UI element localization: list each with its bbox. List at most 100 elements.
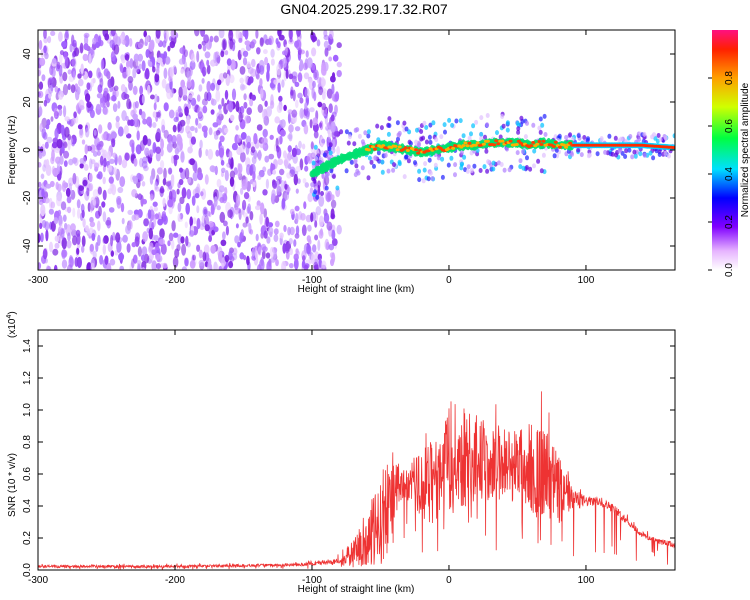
noise-mark — [178, 108, 183, 115]
noise-mark — [206, 64, 211, 75]
noise-mark — [332, 54, 339, 62]
noise-mark — [47, 36, 52, 44]
noise-mark — [201, 66, 207, 77]
noise-mark — [332, 138, 336, 151]
ridge-halo-mark — [353, 159, 358, 165]
noise-mark — [214, 51, 220, 58]
noise-mark — [38, 152, 43, 159]
noise-mark — [109, 86, 113, 93]
noise-mark — [260, 202, 265, 215]
noise-mark — [305, 107, 310, 120]
y-tick-label: 0.0 — [22, 563, 33, 577]
noise-mark — [238, 112, 243, 123]
noise-mark — [149, 193, 154, 201]
noise-mark — [186, 188, 192, 200]
ridge-halo-mark — [426, 176, 431, 182]
noise-mark — [246, 164, 251, 176]
noise-mark — [141, 267, 146, 270]
noise-mark — [298, 211, 303, 221]
noise-mark — [48, 208, 55, 215]
noise-mark — [319, 122, 322, 128]
noise-mark — [106, 150, 112, 161]
noise-mark — [235, 223, 239, 229]
noise-mark — [97, 71, 102, 78]
noise-mark — [307, 192, 314, 203]
noise-mark — [234, 207, 240, 215]
noise-mark — [171, 189, 177, 202]
noise-mark — [217, 79, 222, 86]
noise-mark — [270, 48, 275, 58]
noise-mark — [235, 30, 240, 40]
noise-mark — [289, 166, 296, 175]
noise-mark — [111, 184, 117, 196]
noise-mark — [217, 104, 222, 110]
ridge-halo-mark — [538, 116, 543, 122]
ridge-halo-mark — [328, 150, 333, 156]
noise-mark — [75, 104, 79, 111]
ridge-halo-mark — [360, 165, 365, 171]
noise-mark — [114, 36, 121, 47]
noise-mark — [229, 74, 235, 84]
ridge-halo-mark — [495, 130, 499, 136]
noise-mark — [218, 251, 223, 262]
ridge-halo-mark — [375, 123, 380, 129]
noise-mark — [330, 75, 336, 83]
noise-mark — [238, 208, 242, 221]
noise-mark — [137, 193, 143, 200]
ridge-halo-mark — [373, 155, 378, 161]
noise-mark — [67, 134, 71, 141]
ridge-halo-mark — [386, 131, 391, 137]
noise-mark — [152, 201, 158, 207]
ridge-halo-mark — [632, 149, 637, 155]
noise-mark — [246, 141, 251, 149]
noise-mark — [114, 89, 119, 98]
noise-mark — [299, 108, 305, 119]
noise-mark — [86, 262, 92, 270]
noise-mark — [103, 68, 110, 77]
noise-mark — [141, 246, 148, 256]
ridge-halo-mark — [638, 151, 643, 157]
noise-mark — [81, 139, 86, 145]
ridge-halo-mark — [462, 154, 467, 160]
noise-mark — [255, 67, 260, 79]
noise-mark — [313, 261, 319, 270]
x-tick-label: 0 — [446, 275, 452, 286]
noise-mark — [128, 80, 133, 91]
noise-mark — [298, 140, 302, 149]
ridge-core-mark — [397, 145, 402, 149]
noise-mark — [133, 214, 140, 221]
noise-mark — [240, 151, 246, 163]
noise-mark — [147, 209, 152, 220]
ridge-halo-mark — [387, 123, 392, 129]
ridge-halo-mark — [402, 174, 407, 180]
ridge-halo-mark — [658, 137, 663, 142]
noise-mark — [190, 79, 195, 90]
noise-mark — [177, 213, 181, 222]
noise-mark — [81, 235, 86, 247]
ridge-halo-mark — [354, 163, 359, 169]
noise-mark — [328, 103, 333, 114]
noise-mark — [67, 83, 71, 91]
noise-mark — [187, 146, 193, 154]
noise-mark — [229, 170, 235, 180]
noise-mark — [168, 190, 173, 202]
noise-mark — [46, 119, 51, 126]
noise-mark — [311, 86, 315, 99]
noise-mark — [200, 191, 204, 197]
noise-mark — [82, 218, 86, 228]
ridge-core-mark — [381, 144, 386, 148]
noise-mark — [38, 199, 44, 206]
noise-mark — [303, 72, 310, 80]
ridge-halo-mark — [474, 119, 479, 125]
ridge-halo-mark — [531, 122, 536, 128]
noise-mark — [336, 146, 340, 156]
noise-mark — [162, 215, 168, 225]
noise-mark — [154, 93, 158, 104]
noise-mark — [119, 176, 126, 188]
noise-mark — [228, 261, 234, 269]
noise-mark — [231, 142, 238, 151]
noise-mark — [144, 147, 150, 157]
noise-mark — [83, 163, 89, 171]
noise-mark — [260, 243, 267, 251]
noise-mark — [262, 189, 268, 196]
